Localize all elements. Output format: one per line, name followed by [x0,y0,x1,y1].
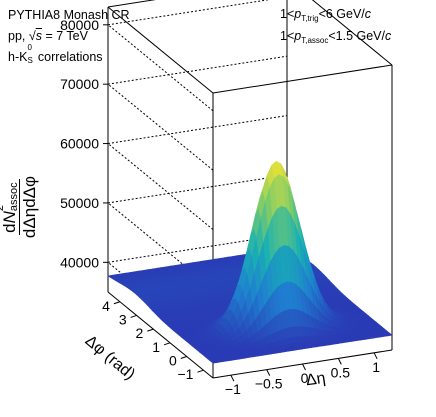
frame-edge [107,6,214,94]
system-energy: = 7 TeV [41,29,88,43]
correlation-label: h-K 0 S correlations [8,44,103,65]
z-tick-label: 50000 [60,195,99,211]
x-tick-label: 0 [301,370,309,386]
y-tick-label: 2 [136,325,144,341]
collision-system-label: pp, √s = 7 TeV [8,30,88,43]
z-grid-line [107,202,214,290]
z-grid-line [107,24,214,112]
frame-edge [107,291,214,379]
y-tick-label: 4 [102,298,110,314]
assoc-prefix: 1< [280,29,295,43]
sqrt-symbol: √ [28,29,36,43]
x-tick [337,358,342,365]
z-axis-title: dN2assoc dΔηdΔφ [0,148,41,266]
y-tick [197,369,204,373]
y-tick [130,314,137,318]
x-tick [302,363,306,371]
frame-edge [107,0,156,8]
y-tick [163,342,171,346]
x-tick [266,369,271,376]
z-num-sub: assoc [8,182,20,212]
y-tick-label: 3 [119,311,127,327]
x-tick-label: −0.5 [255,376,283,392]
z-axis-denominator: dΔηdΔφ [20,175,39,239]
frame-edge [311,0,393,66]
z-tick-label: 70000 [60,76,99,92]
z-num-d: d [0,223,19,233]
assoc-c: c [384,29,392,43]
trig-sub: T,trig [301,14,319,23]
x-axis-title: Δη [304,369,327,390]
y-tick [180,356,187,359]
z-grid-line [107,83,214,171]
assoc-p: p [294,29,302,43]
y-tick-label: 1 [152,339,160,355]
y-tick [113,301,121,305]
frame-edge [212,64,393,94]
surface-mesh [107,160,393,364]
surface-patch [384,332,393,337]
z-grid-line [107,0,270,26]
x-tick-label: −1 [225,381,241,397]
assoc-sub: T,assoc [301,36,329,45]
x-tick [373,352,378,360]
trig-p: p [294,7,302,21]
x-tick [230,374,235,382]
trig-suffix: <6 GeV/ [318,7,365,21]
x-tick-label: 1 [372,359,380,375]
z-tick-label: 60000 [60,136,99,152]
z-num-sup: 2 [0,205,6,211]
trig-prefix: 1< [280,7,295,21]
y-tick-label: 0 [169,353,177,369]
z-num-N: N [0,211,19,224]
corr-sub: S [27,56,33,65]
x-tick-label: 0.5 [331,364,351,380]
z-tick-label: 40000 [60,254,99,270]
z-axis-numerator: dN2assoc [0,179,20,235]
z-tick-label: 80000 [60,17,99,33]
corr-suffix: correlations [34,50,103,64]
s-variable: s [35,29,42,43]
z-grid-line [107,143,214,230]
z-grid-line [107,115,288,145]
y-tick-label: −1 [177,366,193,382]
y-tick [147,328,154,332]
assoc-pt-label: 1<pT,assoc<1.5 GeV/c [280,30,391,45]
trigger-pt-label: 1<pT,trig<6 GeV/c [280,8,371,23]
generator-label: PYTHIA8 Monash CR [8,8,130,22]
corr-sup: 0 [27,43,32,52]
system-prefix: pp, [8,29,29,43]
assoc-suffix: <1.5 GeV/ [328,29,385,43]
corr-prefix: h-K [8,50,28,64]
trig-c: c [364,7,372,21]
